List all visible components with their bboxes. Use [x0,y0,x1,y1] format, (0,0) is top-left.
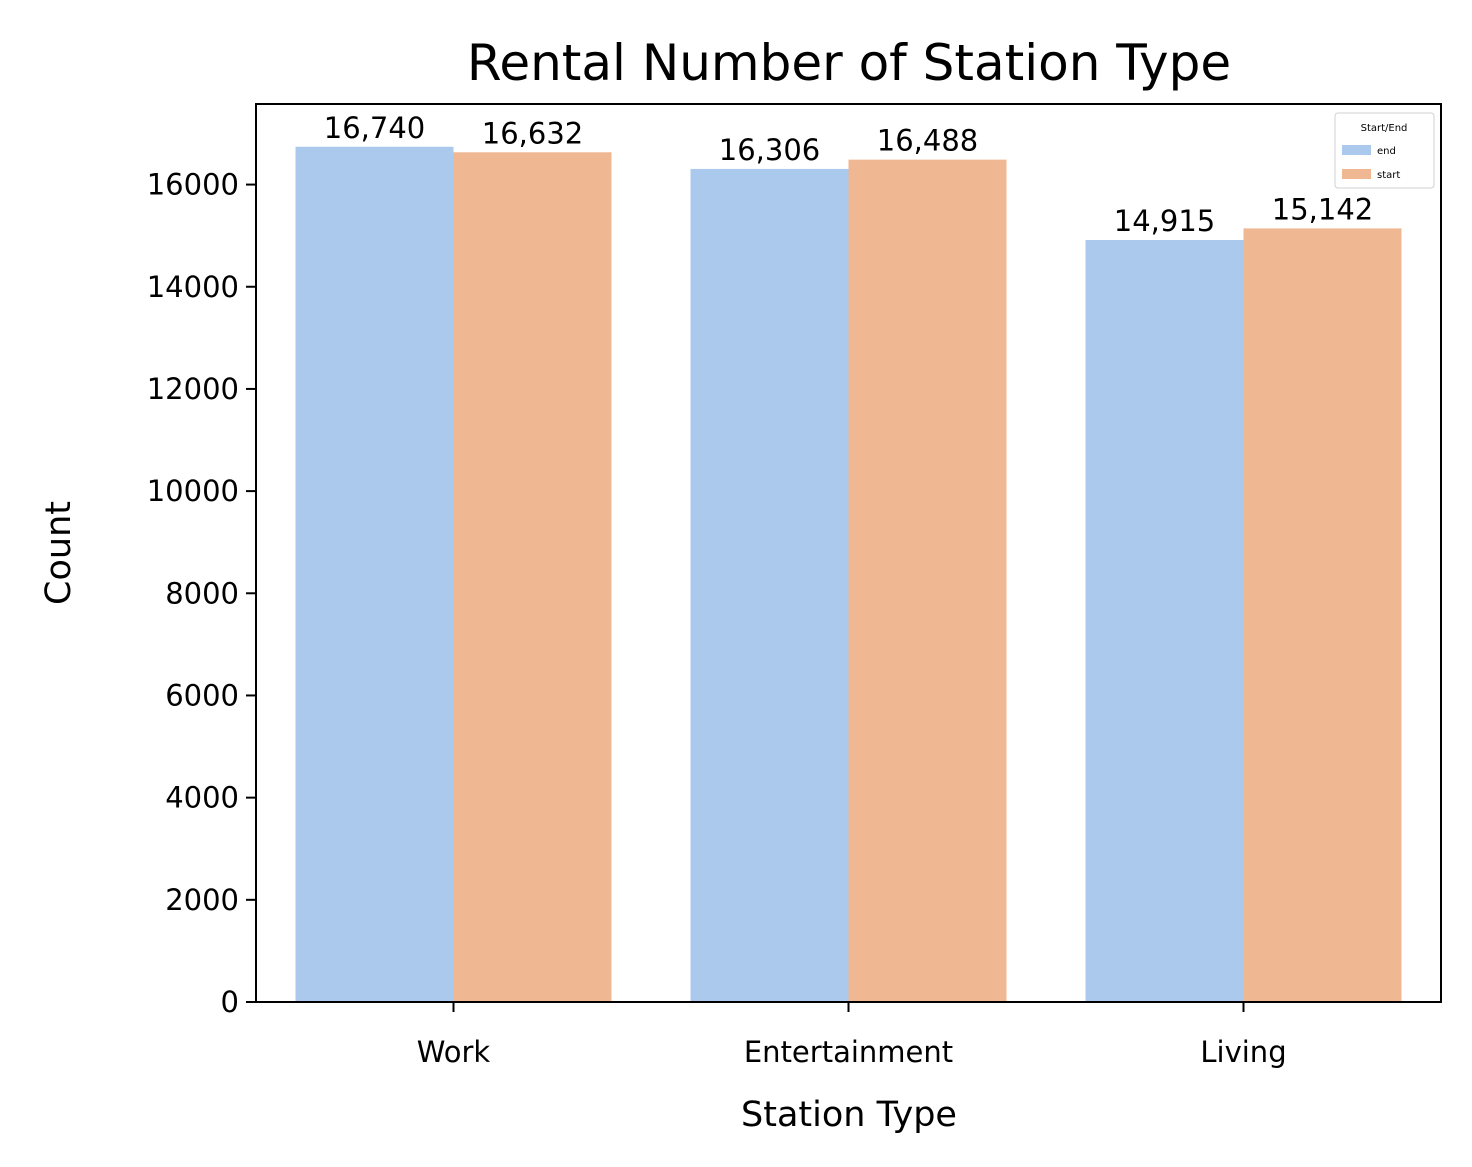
y-tick-label: 10000 [147,474,239,508]
data-label-end-entertainment: 16,306 [719,133,820,167]
data-label-start-living: 15,142 [1272,192,1373,226]
y-tick-label: 8000 [165,576,239,610]
y-axis-ticks: 0 2000 4000 6000 8000 10000 12000 14000 16000 [147,168,256,1019]
bar-start-work [453,152,612,1002]
bar-end-entertainment [690,168,849,1002]
bar-end-living [1085,240,1244,1002]
y-tick-label: 12000 [147,372,239,406]
y-axis-label: Count [39,501,79,605]
legend-swatch-end [1342,145,1371,155]
legend-title: Start/End [1361,123,1408,134]
legend-label-start: start [1377,170,1400,181]
bar-end-work [295,146,454,1002]
data-label-end-living: 14,915 [1114,204,1215,238]
x-axis-ticks: Work Entertainment Living [417,1002,1287,1069]
data-label-start-work: 16,632 [482,116,583,150]
y-tick-label: 14000 [147,270,239,304]
bar-start-entertainment [848,159,1007,1002]
y-tick-label: 4000 [165,781,239,815]
data-label-end-work: 16,740 [324,111,425,145]
plot-frame [255,103,1442,1003]
x-tick-label-entertainment: Entertainment [744,1035,953,1069]
data-label-start-entertainment: 16,488 [877,124,978,158]
bars-group [295,146,1402,1002]
legend-swatch-start [1342,169,1371,179]
bar-start-living [1243,228,1402,1002]
y-tick-label: 0 [221,985,239,1019]
x-tick-label-living: Living [1200,1035,1286,1069]
y-tick-label: 16000 [147,168,239,202]
legend-label-end: end [1377,146,1396,157]
y-tick-label: 2000 [165,883,239,917]
x-axis-label: Station Type [741,1095,957,1135]
legend: Start/End end start [1334,112,1435,189]
bar-labels-group: 16,740 16,632 16,306 16,488 14,915 15,142 [324,111,1373,238]
chart-title: Rental Number of Station Type [467,34,1231,92]
y-tick-label: 6000 [165,678,239,712]
x-tick-label-work: Work [417,1035,491,1069]
legend-items: end start [1342,145,1400,181]
